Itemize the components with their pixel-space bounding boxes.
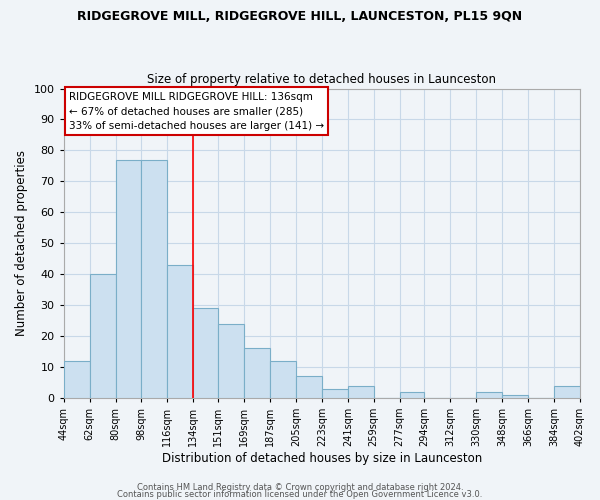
Bar bbox=[348, 386, 374, 398]
Bar bbox=[400, 392, 424, 398]
X-axis label: Distribution of detached houses by size in Launceston: Distribution of detached houses by size … bbox=[161, 452, 482, 465]
Bar bbox=[167, 265, 193, 398]
Bar bbox=[244, 348, 270, 398]
Bar bbox=[89, 274, 116, 398]
Bar bbox=[554, 386, 580, 398]
Title: Size of property relative to detached houses in Launceston: Size of property relative to detached ho… bbox=[147, 73, 496, 86]
Bar bbox=[476, 392, 502, 398]
Text: Contains public sector information licensed under the Open Government Licence v3: Contains public sector information licen… bbox=[118, 490, 482, 499]
Bar bbox=[296, 376, 322, 398]
Bar bbox=[322, 388, 348, 398]
Text: Contains HM Land Registry data © Crown copyright and database right 2024.: Contains HM Land Registry data © Crown c… bbox=[137, 484, 463, 492]
Bar bbox=[116, 160, 142, 398]
Bar bbox=[502, 395, 528, 398]
Bar bbox=[270, 361, 296, 398]
Y-axis label: Number of detached properties: Number of detached properties bbox=[15, 150, 28, 336]
Text: RIDGEGROVE MILL, RIDGEGROVE HILL, LAUNCESTON, PL15 9QN: RIDGEGROVE MILL, RIDGEGROVE HILL, LAUNCE… bbox=[77, 10, 523, 23]
Bar bbox=[64, 361, 89, 398]
Text: RIDGEGROVE MILL RIDGEGROVE HILL: 136sqm
← 67% of detached houses are smaller (28: RIDGEGROVE MILL RIDGEGROVE HILL: 136sqm … bbox=[69, 92, 324, 131]
Bar bbox=[193, 308, 218, 398]
Bar bbox=[218, 324, 244, 398]
Bar bbox=[142, 160, 167, 398]
